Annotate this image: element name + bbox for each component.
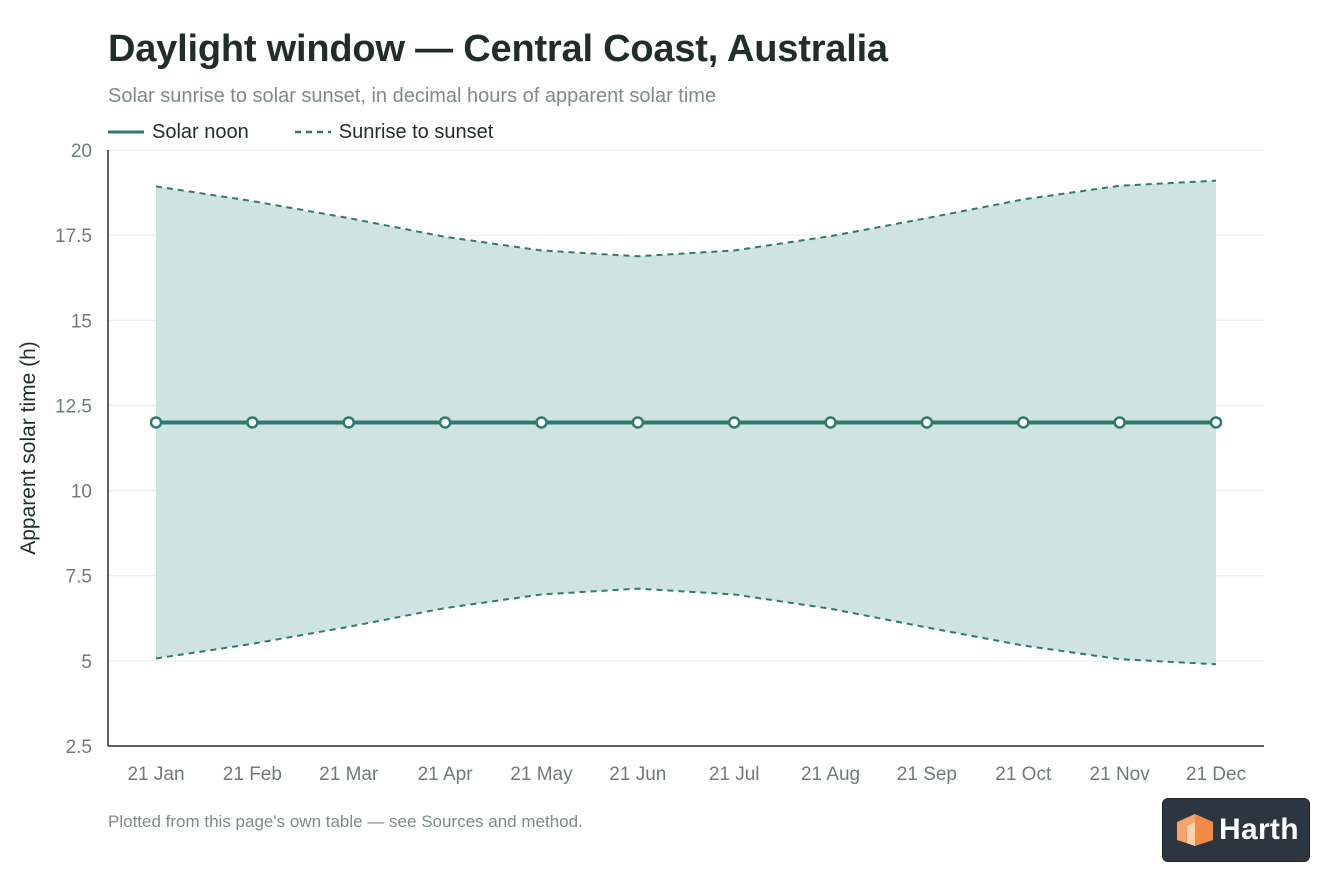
y-tick-label: 2.5 xyxy=(66,737,92,758)
label-layer: 2.5 5 7.5 10 12.5 15 17.5 20 21 Jan 21 Feb 21 Mar 2… xyxy=(17,141,1246,785)
solar-noon-point xyxy=(920,416,934,429)
brand-badge[interactable]: Harth xyxy=(1162,798,1310,862)
axis-layer xyxy=(107,150,1264,747)
legend-item-sunrise-sunset: Sunrise to sunset xyxy=(294,120,494,144)
solar-noon-point xyxy=(1017,416,1030,429)
chart-subtitle: Solar sunrise to solar sunset, in decima… xyxy=(108,85,717,107)
sunset-line xyxy=(155,179,1217,258)
legend-swatch-dashed xyxy=(294,130,331,134)
legend-swatch-solid xyxy=(108,130,144,134)
x-tick-label: 21 Jun xyxy=(609,764,666,785)
x-tick-label: 21 Feb xyxy=(223,764,282,785)
x-tick-label: 21 Aug xyxy=(801,764,860,785)
solar-noon-point xyxy=(149,416,163,429)
y-tick-label: 10 xyxy=(71,482,92,503)
y-tick-label: 20 xyxy=(71,141,92,162)
x-tick-label: 21 Oct xyxy=(995,764,1052,785)
x-tick-label: 21 Nov xyxy=(1090,764,1151,785)
x-tick-label: 21 May xyxy=(510,764,573,785)
solar-noon-point xyxy=(535,416,548,429)
x-tick-label: 21 Apr xyxy=(418,764,474,785)
solar-noon-point xyxy=(1209,416,1223,429)
legend-item-solar-noon: Solar noon xyxy=(108,121,249,144)
x-tick-label: 21 Dec xyxy=(1186,764,1246,785)
chart-title: Daylight window — Central Coast, Austral… xyxy=(108,28,888,70)
x-tick-label: 21 Jul xyxy=(709,764,760,785)
y-tick-label: 12.5 xyxy=(55,396,92,417)
solar-noon-point xyxy=(246,416,259,429)
x-tick-label: 21 Sep xyxy=(897,764,957,785)
legend-label-solar-noon: Solar noon xyxy=(152,120,249,143)
brand-logo-icon xyxy=(1177,814,1213,846)
legend: Solar noon Sunrise to sunset xyxy=(108,120,539,144)
line-layer xyxy=(149,179,1223,666)
y-axis-label: Apparent solar time (h) xyxy=(17,341,40,555)
y-tick-label: 17.5 xyxy=(55,226,92,247)
x-tick-label: 21 Jan xyxy=(127,764,184,785)
footnote: Plotted from this page's own table — see… xyxy=(108,812,583,831)
y-tick-label: 7.5 xyxy=(66,567,92,588)
solar-noon-point xyxy=(438,416,452,429)
solar-noon-point xyxy=(1113,416,1126,429)
x-tick-label: 21 Mar xyxy=(319,764,379,785)
solar-noon-point xyxy=(631,416,645,429)
solar-noon-point xyxy=(727,416,741,429)
legend-label-sunrise-sunset: Sunrise to sunset xyxy=(338,120,494,143)
brand-name: Harth xyxy=(1219,813,1299,846)
sunrise-line xyxy=(155,587,1217,666)
y-tick-label: 15 xyxy=(71,311,92,332)
solar-noon-point xyxy=(824,416,837,429)
y-tick-label: 5 xyxy=(81,652,92,673)
solar-noon-point xyxy=(342,416,355,429)
